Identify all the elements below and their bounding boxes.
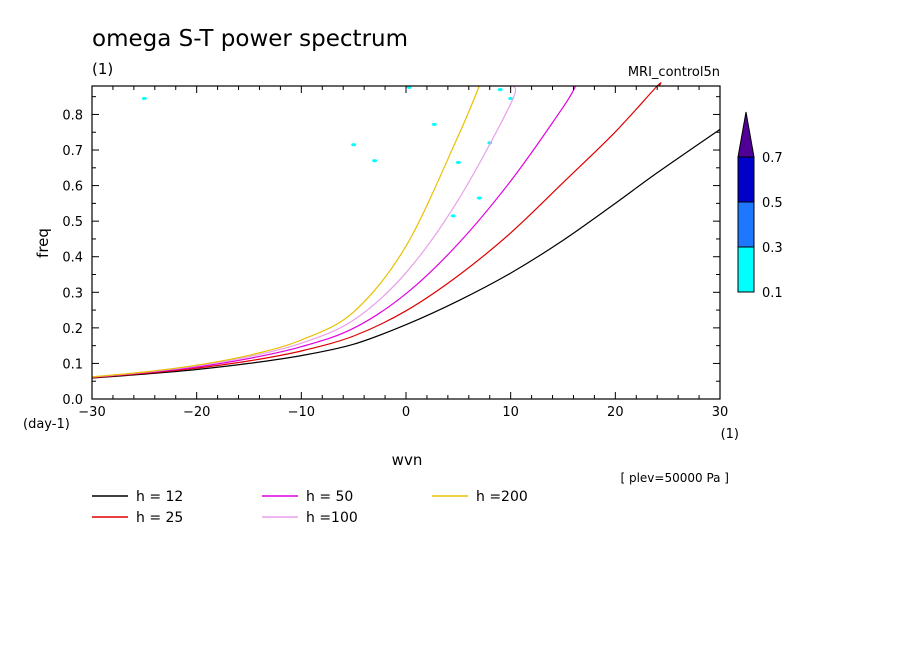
- legend-label: h = 25: [136, 510, 183, 526]
- x-axis-ticks: −30 −20 −10 0 10 20 30: [78, 86, 728, 420]
- x-tick-label: 30: [712, 405, 729, 420]
- power-patch: [450, 214, 456, 218]
- curve-h12: [91, 128, 721, 379]
- plot-frame: [91, 85, 721, 400]
- colorbar-label: 0.7: [762, 151, 783, 166]
- power-patches: [141, 85, 514, 218]
- chart-title: omega S-T power spectrum: [92, 26, 408, 52]
- power-patch: [372, 159, 378, 163]
- power-patch: [508, 96, 514, 101]
- curve-h100: [91, 85, 517, 378]
- y-axis-label: freq: [34, 228, 52, 258]
- power-patch: [455, 160, 461, 165]
- legend-label: h =100: [306, 510, 358, 526]
- pressure-level-note: [ plev=50000 Pa ]: [620, 471, 729, 485]
- legend-label: h = 12: [136, 489, 183, 505]
- power-patch: [141, 96, 147, 101]
- colorbar-segment: [737, 156, 755, 203]
- y-axis-unit: (day-1): [23, 417, 70, 432]
- power-patch: [497, 87, 503, 92]
- curve-h50: [91, 85, 577, 378]
- colorbar: 0.1 0.3 0.5 0.7: [737, 111, 783, 301]
- x-tick-label: 10: [502, 405, 519, 420]
- curve-h25: [91, 82, 662, 379]
- curve-h200: [91, 85, 480, 378]
- y-tick-label: 0.4: [62, 251, 83, 266]
- x-tick-label: 0: [402, 405, 410, 420]
- y-tick-label: 0.1: [62, 357, 83, 372]
- x-axis-label: wvn: [392, 451, 423, 469]
- dispersion-curves: [91, 82, 721, 379]
- power-patch: [431, 122, 437, 127]
- y-tick-label: 0.3: [62, 286, 83, 301]
- y-tick-label: 0.7: [62, 144, 83, 159]
- x-tick-label: −20: [183, 405, 210, 420]
- power-patch: [351, 143, 357, 147]
- colorbar-label: 0.3: [762, 241, 783, 256]
- colorbar-segment: [737, 246, 755, 293]
- y-tick-label: 0.6: [62, 180, 83, 195]
- chart-subtitle-right: MRI_control5n: [628, 65, 720, 80]
- x-tick-label: 20: [607, 405, 624, 420]
- power-patch: [476, 196, 482, 200]
- y-tick-label: 0.2: [62, 322, 83, 337]
- colorbar-top-arrow: [737, 111, 755, 158]
- legend-label: h =200: [476, 489, 528, 505]
- y-tick-label: 0.0: [62, 393, 83, 408]
- x-tick-label: −30: [78, 405, 105, 420]
- y-axis-ticks: 0.0 0.1 0.2 0.3 0.4 0.5 0.6 0.7 0.8: [62, 96, 720, 408]
- colorbar-label: 0.1: [762, 286, 783, 301]
- x-axis-unit: (1): [721, 427, 739, 442]
- power-patch: [406, 85, 412, 90]
- chart-subtitle-left: (1): [92, 60, 113, 78]
- y-tick-label: 0.8: [62, 108, 83, 123]
- legend: h = 12 h = 25 h = 50 h =100 h =200: [92, 489, 528, 526]
- y-tick-label: 0.5: [62, 215, 83, 230]
- colorbar-label: 0.5: [762, 196, 783, 211]
- legend-label: h = 50: [306, 489, 353, 505]
- x-tick-label: −10: [288, 405, 315, 420]
- plot-area: −30 −20 −10 0 10 20 30 0.00.10.20.30.40.50.60.…: [62, 82, 728, 420]
- colorbar-segment: [737, 201, 755, 248]
